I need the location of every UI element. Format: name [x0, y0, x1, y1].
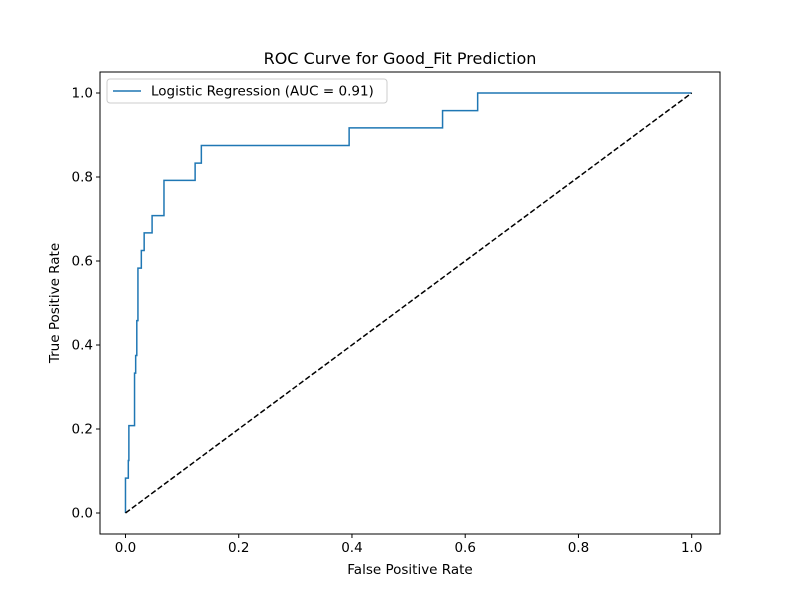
roc-series-line — [124, 92, 692, 513]
x-tick-label: 0.8 — [568, 540, 589, 556]
axes-frame — [99, 71, 721, 535]
y-tick-label: 0.2 — [72, 422, 93, 438]
legend-box — [106, 78, 388, 104]
y-tick-label: 0.8 — [72, 170, 93, 186]
y-axis-label: True Positive Rate — [47, 243, 63, 364]
legend-label: Logistic Regression (AUC = 0.91) — [151, 84, 374, 100]
x-tick-label: 0.6 — [454, 540, 475, 556]
legend: Logistic Regression (AUC = 0.91) — [106, 78, 388, 104]
chart-title: ROC Curve for Good_Fit Prediction — [264, 49, 537, 69]
x-tick-label: 0.0 — [115, 540, 136, 556]
y-tick-label: 1.0 — [72, 86, 93, 102]
x-tick-label: 0.4 — [341, 540, 362, 556]
axes: 0.0 0.2 0.4 0.6 0.8 1.0 0.0 0.2 0.4 0.6 0.8 1.0 — [72, 71, 721, 556]
x-tick-label: 1.0 — [681, 540, 702, 556]
x-tick-label: 0.2 — [228, 540, 249, 556]
plot-area — [124, 92, 693, 514]
y-tick-label: 0.0 — [72, 506, 93, 522]
y-tick-label: 0.6 — [72, 254, 93, 270]
chance-diagonal-line — [125, 92, 693, 514]
x-axis-label: False Positive Rate — [347, 562, 472, 578]
y-tick-label: 0.4 — [72, 338, 93, 354]
